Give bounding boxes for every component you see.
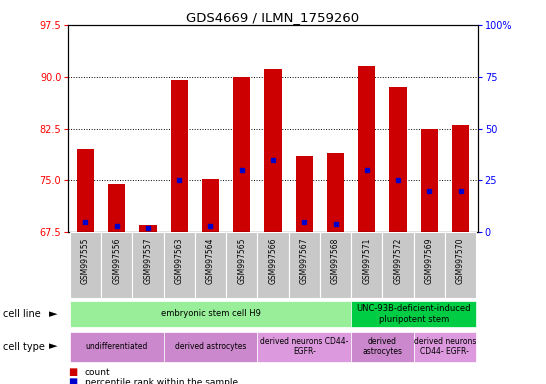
Text: cell type: cell type (3, 341, 45, 352)
Text: GSM997569: GSM997569 (425, 238, 434, 284)
Text: ►: ► (49, 309, 58, 319)
Bar (327, 153, 344, 232)
Bar (421, 129, 438, 232)
Bar (202, 179, 219, 232)
Text: GSM997564: GSM997564 (206, 238, 215, 284)
Bar (77, 149, 94, 232)
Text: GSM997565: GSM997565 (238, 238, 246, 284)
Bar (195, 232, 226, 298)
Bar (264, 68, 282, 232)
Text: GSM997556: GSM997556 (112, 238, 121, 284)
Text: count: count (85, 368, 110, 377)
Text: embryonic stem cell H9: embryonic stem cell H9 (161, 310, 260, 318)
Text: GSM997563: GSM997563 (175, 238, 183, 284)
Bar (170, 80, 188, 232)
Bar (164, 232, 195, 298)
Bar (257, 331, 351, 362)
Text: derived
astrocytes: derived astrocytes (363, 337, 402, 356)
Bar (414, 331, 476, 362)
Bar (108, 184, 125, 232)
Bar (70, 331, 164, 362)
Text: GSM997572: GSM997572 (394, 238, 402, 284)
Text: ■: ■ (68, 367, 78, 377)
Bar (139, 225, 157, 232)
Bar (351, 232, 382, 298)
Bar (358, 66, 375, 232)
Title: GDS4669 / ILMN_1759260: GDS4669 / ILMN_1759260 (186, 11, 360, 24)
Bar (101, 232, 132, 298)
Text: ►: ► (49, 341, 58, 352)
Bar (382, 232, 414, 298)
Text: derived neurons
CD44- EGFR-: derived neurons CD44- EGFR- (414, 337, 476, 356)
Bar (226, 232, 257, 298)
Bar (445, 232, 476, 298)
Bar (351, 331, 414, 362)
Bar (389, 87, 407, 232)
Text: ■: ■ (68, 377, 78, 384)
Text: derived astrocytes: derived astrocytes (175, 342, 246, 351)
Bar (289, 232, 320, 298)
Bar (257, 232, 289, 298)
Text: GSM997567: GSM997567 (300, 238, 308, 284)
Text: GSM997555: GSM997555 (81, 238, 90, 284)
Bar (320, 232, 351, 298)
Bar (233, 77, 250, 232)
Text: GSM997566: GSM997566 (269, 238, 277, 284)
Bar (164, 331, 257, 362)
Text: cell line: cell line (3, 309, 40, 319)
Bar (452, 125, 469, 232)
Bar (351, 301, 476, 327)
Bar (70, 232, 101, 298)
Text: UNC-93B-deficient-induced
pluripotent stem: UNC-93B-deficient-induced pluripotent st… (357, 304, 471, 324)
Bar (70, 301, 351, 327)
Text: GSM997570: GSM997570 (456, 238, 465, 284)
Bar (296, 156, 313, 232)
Text: percentile rank within the sample: percentile rank within the sample (85, 377, 238, 384)
Text: undifferentiated: undifferentiated (86, 342, 148, 351)
Text: GSM997571: GSM997571 (363, 238, 371, 284)
Bar (414, 232, 445, 298)
Text: derived neurons CD44-
EGFR-: derived neurons CD44- EGFR- (260, 337, 348, 356)
Text: GSM997557: GSM997557 (144, 238, 152, 284)
Text: GSM997568: GSM997568 (331, 238, 340, 284)
Bar (132, 232, 164, 298)
